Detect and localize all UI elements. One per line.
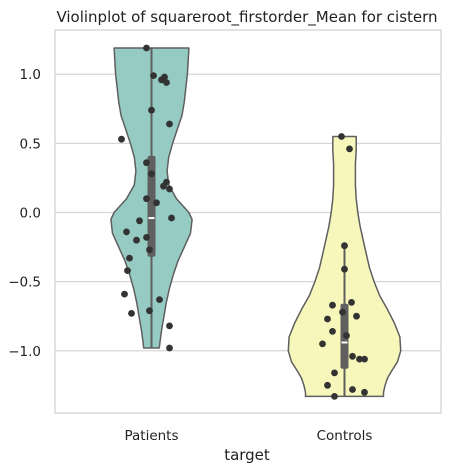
data-point [329, 301, 336, 309]
x-tick-label: Controls [317, 428, 373, 444]
y-tick-label: −1.0 [8, 344, 41, 360]
data-point [123, 228, 130, 236]
data-point [163, 79, 170, 86]
data-point [166, 120, 173, 128]
data-point [331, 393, 338, 400]
data-point [341, 265, 348, 273]
iqr-box [147, 155, 156, 257]
data-point [353, 312, 360, 320]
data-point [146, 246, 153, 254]
data-point [150, 72, 157, 79]
data-point [356, 355, 363, 363]
data-point [160, 182, 167, 190]
data-point [331, 369, 338, 377]
data-point [343, 332, 350, 339]
x-tick-label: Patients [124, 428, 178, 444]
data-point [148, 106, 155, 114]
data-point [133, 236, 140, 244]
y-tick-label: 0.0 [20, 206, 41, 222]
data-point [121, 290, 128, 298]
violin-group [287, 133, 402, 400]
data-point [348, 299, 355, 306]
data-point [168, 214, 175, 222]
violins [110, 44, 402, 400]
data-point [118, 135, 125, 143]
x-axis-label: target [224, 446, 270, 464]
data-point [324, 315, 331, 323]
y-tick-label: 0.5 [20, 136, 41, 152]
y-tick-label: 1.0 [20, 67, 41, 83]
data-point [346, 145, 353, 153]
data-point [166, 185, 173, 193]
data-point [143, 159, 150, 167]
data-point [361, 388, 368, 396]
data-point [158, 76, 165, 84]
chart-title: Violinplot of squareroot_firstorder_Mean… [56, 8, 437, 27]
data-point [361, 355, 368, 363]
data-point [339, 308, 346, 316]
data-point [148, 170, 155, 178]
data-point [156, 296, 163, 303]
data-point [349, 386, 356, 393]
data-point [341, 242, 348, 250]
data-point [146, 307, 153, 315]
data-point [329, 328, 336, 335]
data-point [143, 234, 150, 241]
data-point [166, 322, 173, 330]
data-point [143, 44, 150, 52]
violin-group [110, 44, 193, 352]
y-tick-label: −0.5 [8, 275, 41, 291]
data-point [166, 344, 173, 352]
data-point [126, 254, 133, 262]
data-point [136, 217, 143, 225]
data-point [124, 267, 131, 274]
x-axis-ticks: Patients Controls [124, 428, 372, 444]
data-point [324, 381, 331, 389]
data-point [319, 340, 326, 348]
data-point [143, 195, 150, 203]
y-axis-ticks: 1.0 0.5 0.0 −0.5 −1.0 [8, 67, 41, 360]
data-point [128, 310, 135, 317]
data-point [349, 352, 356, 360]
data-point [153, 199, 160, 207]
data-point [338, 133, 345, 140]
